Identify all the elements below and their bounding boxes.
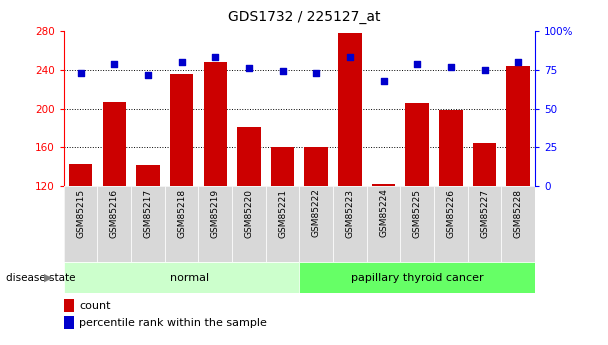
Point [278,69,288,74]
Bar [64,316,74,329]
Point [143,72,153,77]
Point [177,59,187,65]
Bar [333,186,367,262]
Text: GSM85222: GSM85222 [312,189,321,237]
Bar [406,103,429,186]
Text: GSM85227: GSM85227 [480,189,489,238]
Bar [367,186,401,262]
Text: GSM85219: GSM85219 [211,189,220,238]
Bar [136,165,160,186]
Bar [204,62,227,186]
Bar [69,164,92,186]
Bar [473,142,496,186]
Text: GSM85217: GSM85217 [143,189,153,238]
Bar [299,186,333,262]
Bar [237,127,261,186]
Bar [338,33,362,186]
Bar [165,186,198,262]
Text: GSM85224: GSM85224 [379,189,388,237]
Bar [64,262,299,293]
Text: GSM85218: GSM85218 [177,189,186,238]
Point [446,64,456,70]
Point [412,61,422,67]
Text: GDS1732 / 225127_at: GDS1732 / 225127_at [228,10,380,24]
Text: percentile rank within the sample: percentile rank within the sample [79,318,267,328]
Bar [468,186,502,262]
Point [379,78,389,83]
Point [345,55,355,60]
Point [76,70,86,76]
Bar [439,110,463,186]
Text: GSM85226: GSM85226 [446,189,455,238]
Bar [131,186,165,262]
Text: count: count [79,301,111,310]
Bar [502,186,535,262]
Text: papillary thyroid cancer: papillary thyroid cancer [351,273,483,283]
Bar [198,186,232,262]
Bar [64,299,74,312]
Bar [401,186,434,262]
Bar [506,66,530,186]
Text: GSM85225: GSM85225 [413,189,422,238]
Text: GSM85220: GSM85220 [244,189,254,238]
Point [244,66,254,71]
Text: disease state: disease state [6,273,75,283]
Bar [97,186,131,262]
Point [311,70,321,76]
Point [513,59,523,65]
Text: GSM85215: GSM85215 [76,189,85,238]
Bar [64,186,97,262]
Text: GSM85221: GSM85221 [278,189,287,238]
Bar [271,147,294,186]
Bar [299,262,535,293]
Point [480,67,489,73]
Bar [266,186,299,262]
Text: ▶: ▶ [44,273,53,283]
Bar [305,147,328,186]
Text: normal: normal [170,273,210,283]
Point [210,55,220,60]
Bar [232,186,266,262]
Text: GSM85223: GSM85223 [345,189,354,238]
Bar [103,102,126,186]
Text: GSM85228: GSM85228 [514,189,523,238]
Bar [372,184,395,186]
Text: GSM85216: GSM85216 [110,189,119,238]
Bar [434,186,468,262]
Point [109,61,119,67]
Bar [170,74,193,186]
